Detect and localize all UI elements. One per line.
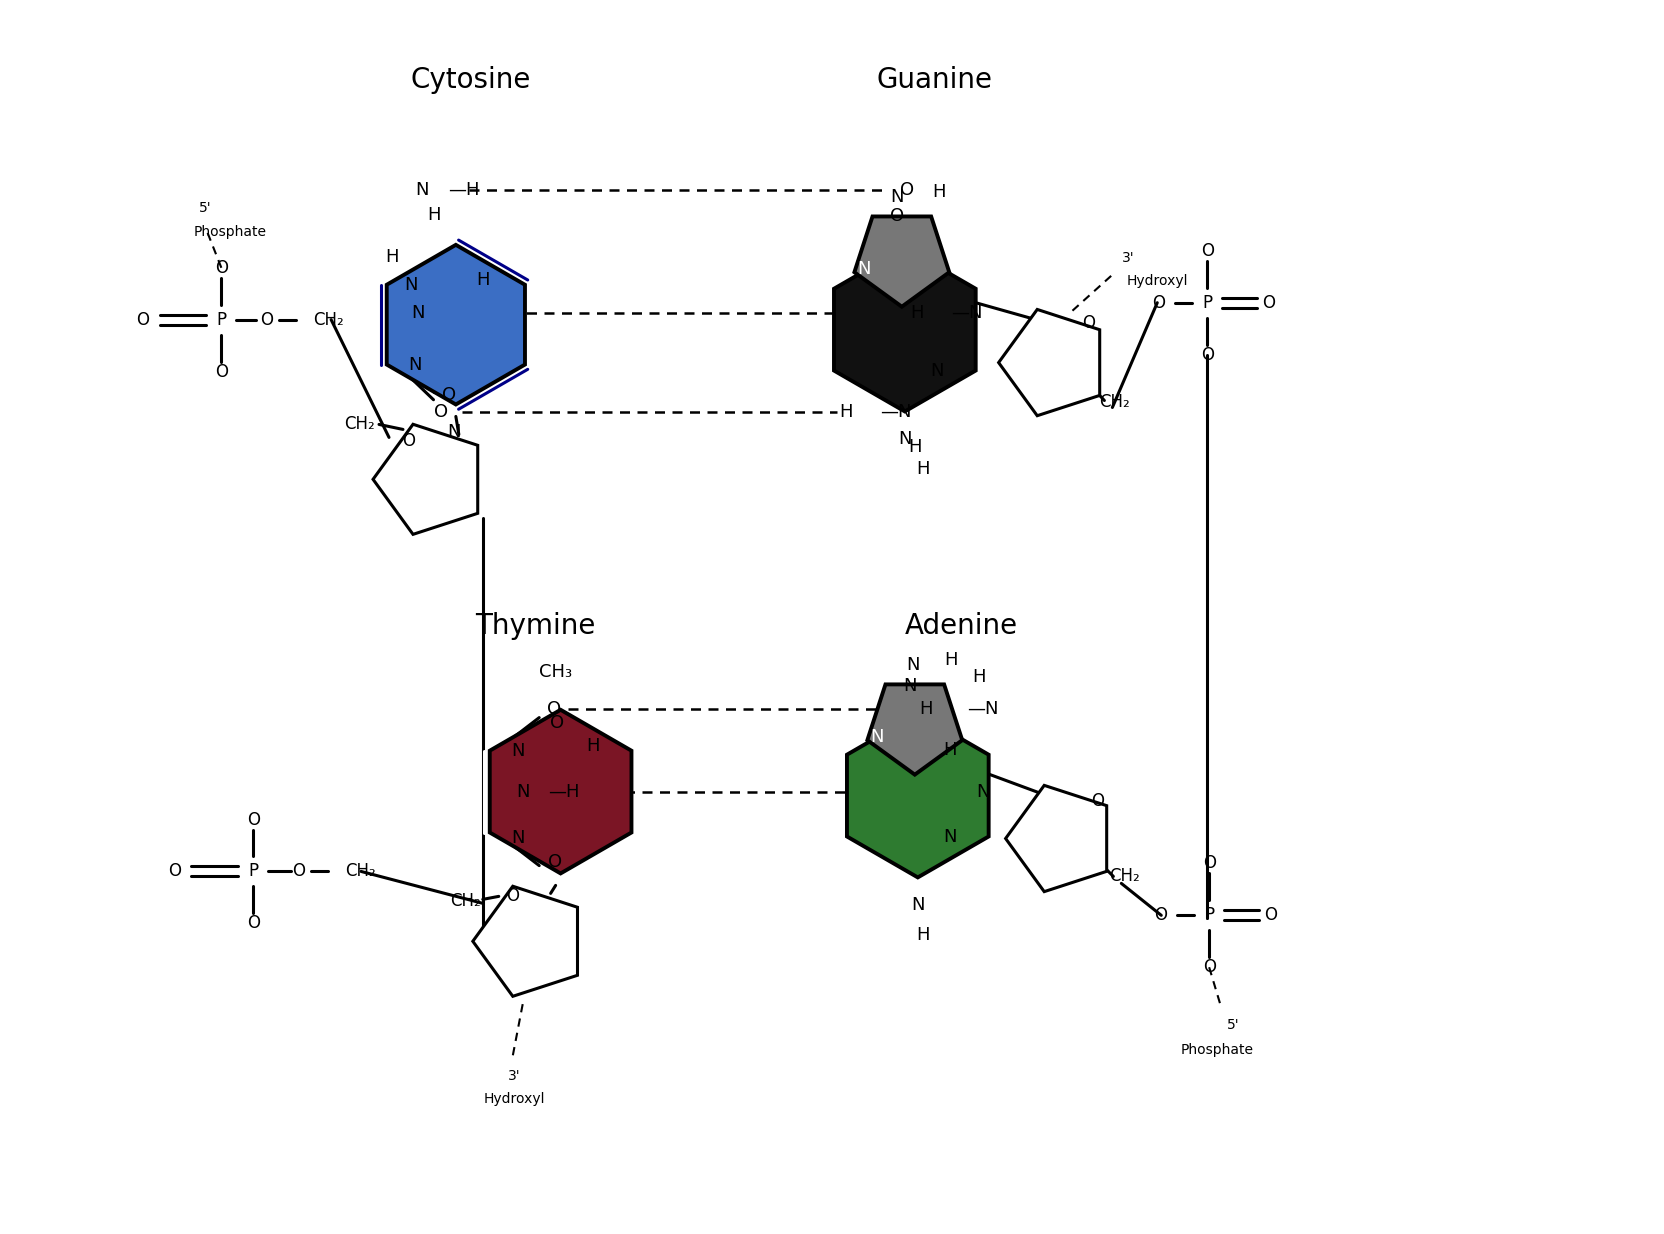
Text: —H: —H <box>547 782 579 801</box>
Text: O: O <box>246 914 260 933</box>
Text: O: O <box>1155 906 1166 924</box>
Text: H: H <box>943 740 957 759</box>
Text: Phosphate: Phosphate <box>1181 1043 1253 1058</box>
Text: —N: —N <box>880 404 912 422</box>
Text: H: H <box>586 737 599 755</box>
Text: CH₂: CH₂ <box>344 416 374 433</box>
Text: N: N <box>857 260 870 278</box>
Text: N: N <box>943 828 957 845</box>
Text: H: H <box>972 668 985 686</box>
Polygon shape <box>473 886 577 996</box>
Text: O: O <box>1265 906 1276 924</box>
Text: Hydroxyl: Hydroxyl <box>484 1092 546 1106</box>
Text: P: P <box>248 863 258 880</box>
Text: O: O <box>168 863 181 880</box>
Text: H: H <box>384 248 398 265</box>
Text: O: O <box>547 854 562 871</box>
Text: O: O <box>1201 346 1213 364</box>
Polygon shape <box>847 713 988 877</box>
Polygon shape <box>998 310 1100 416</box>
Text: N: N <box>890 188 904 206</box>
Text: O: O <box>441 385 456 404</box>
Text: H: H <box>910 304 924 322</box>
Text: CH₂: CH₂ <box>1100 394 1130 411</box>
Text: O: O <box>215 363 228 380</box>
Text: O: O <box>246 811 260 828</box>
Text: O: O <box>1203 854 1216 872</box>
Text: H: H <box>917 927 930 944</box>
Text: N: N <box>912 896 925 914</box>
Text: CH₃: CH₃ <box>539 663 572 681</box>
Text: 3': 3' <box>509 1069 521 1083</box>
Text: O: O <box>549 713 564 732</box>
Text: CH₂: CH₂ <box>1110 868 1140 886</box>
Text: O: O <box>434 404 449 422</box>
Text: Cytosine: Cytosine <box>411 67 531 94</box>
Text: —N: —N <box>967 700 998 718</box>
Text: H: H <box>945 650 958 669</box>
Text: O: O <box>547 700 561 718</box>
Text: 3': 3' <box>1122 251 1135 265</box>
Text: O: O <box>506 887 519 906</box>
Text: N: N <box>409 355 423 374</box>
Text: O: O <box>1203 959 1216 976</box>
Text: P: P <box>1205 906 1215 924</box>
Text: H: H <box>476 270 491 289</box>
Text: O: O <box>215 259 228 276</box>
Polygon shape <box>867 685 962 775</box>
Text: H: H <box>917 460 930 479</box>
Text: CH₂: CH₂ <box>451 892 481 911</box>
Text: Adenine: Adenine <box>905 612 1018 640</box>
Text: N: N <box>513 742 526 760</box>
Text: N: N <box>448 423 461 442</box>
Polygon shape <box>854 216 948 307</box>
Polygon shape <box>834 248 975 411</box>
Text: N: N <box>870 728 884 745</box>
Polygon shape <box>373 424 478 534</box>
Text: N: N <box>899 431 912 448</box>
Text: N: N <box>411 304 424 322</box>
Text: O: O <box>890 207 904 225</box>
Text: O: O <box>260 311 273 328</box>
Text: O: O <box>136 311 150 328</box>
Text: H: H <box>919 700 934 718</box>
Text: N: N <box>977 782 990 801</box>
Text: 5': 5' <box>1226 1018 1240 1032</box>
Text: Phosphate: Phosphate <box>193 225 266 239</box>
Text: H: H <box>909 438 922 457</box>
Polygon shape <box>1005 785 1107 892</box>
Polygon shape <box>386 244 524 405</box>
Text: N: N <box>414 181 429 199</box>
Text: O: O <box>1261 294 1275 312</box>
Text: P: P <box>1201 294 1211 312</box>
Text: N: N <box>904 676 917 695</box>
Text: O: O <box>291 863 305 880</box>
Text: H: H <box>932 183 945 201</box>
Text: O: O <box>1083 313 1095 332</box>
Text: O: O <box>1201 242 1213 260</box>
Text: N: N <box>513 828 526 847</box>
Text: 5': 5' <box>200 201 211 215</box>
Text: H: H <box>428 206 441 223</box>
Polygon shape <box>489 710 631 874</box>
Text: O: O <box>403 432 416 450</box>
Text: O: O <box>1151 294 1165 312</box>
Text: —H: —H <box>449 181 481 199</box>
Text: H: H <box>839 404 854 422</box>
Text: N: N <box>516 782 529 801</box>
Text: Thymine: Thymine <box>476 612 596 640</box>
Text: P: P <box>216 311 226 328</box>
Text: —N: —N <box>950 304 982 322</box>
Text: O: O <box>1092 791 1105 810</box>
Text: CH₂: CH₂ <box>344 863 376 880</box>
Text: O: O <box>900 181 914 199</box>
Text: N: N <box>907 656 920 674</box>
Text: N: N <box>404 275 418 294</box>
Text: N: N <box>930 362 943 380</box>
Text: CH₂: CH₂ <box>313 311 344 328</box>
Text: Guanine: Guanine <box>877 67 993 94</box>
Text: Hydroxyl: Hydroxyl <box>1127 274 1188 288</box>
